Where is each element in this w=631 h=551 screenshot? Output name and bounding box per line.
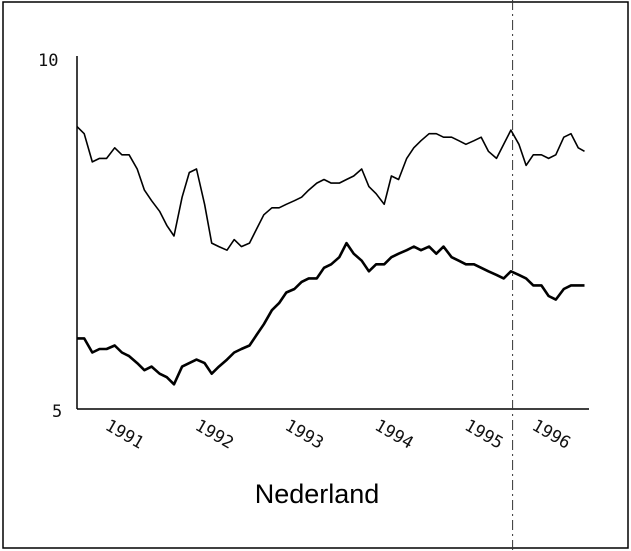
y-tick-label-top: 10	[38, 51, 58, 71]
series-line-upper	[76, 126, 585, 251]
x-tick-label: 1991	[102, 416, 147, 454]
x-tick-label: 1992	[191, 416, 236, 454]
x-tick-label: 1994	[371, 416, 416, 454]
x-tick-label: 1996	[528, 416, 573, 454]
x-tick-label: 1995	[461, 416, 506, 454]
series-line-lower	[77, 241, 585, 386]
y-tick-label-bottom: 5	[52, 402, 62, 422]
chart-caption: Nederland	[255, 479, 380, 509]
x-tick-label: 1993	[281, 416, 326, 454]
x-tick-labels: 1991 1992 1993 1994 1995 1996	[102, 416, 574, 454]
